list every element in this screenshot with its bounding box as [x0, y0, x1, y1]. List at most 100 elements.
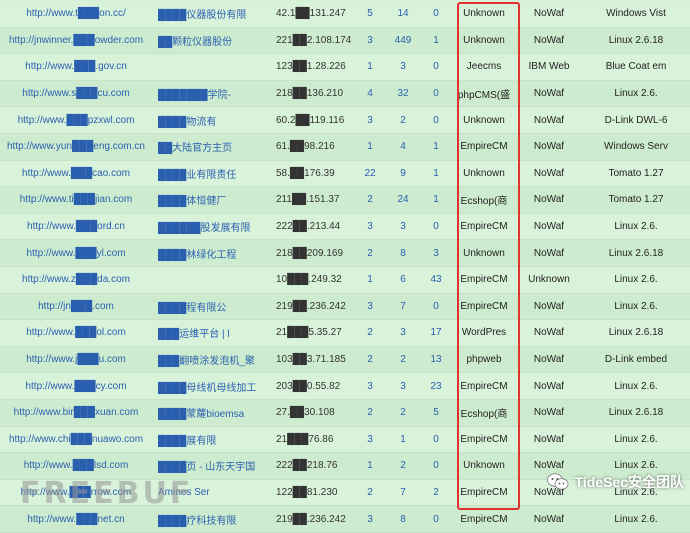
row-url-link[interactable]: http://www.███cy.com [0, 372, 152, 400]
row-url-link[interactable]: http://www.z███da.com [0, 266, 152, 294]
row-url-link[interactable]: http://www.chi███nuawo.com [0, 426, 152, 454]
row-count-1: 2 [354, 399, 386, 427]
row-url-link[interactable]: http://www.███lsd.com [0, 452, 152, 480]
row-url-link[interactable]: http://www.bir███xuan.com [0, 399, 152, 427]
row-count-3: 0 [420, 213, 452, 241]
row-url-link[interactable]: http://www.███rrow.com [0, 479, 152, 507]
row-waf: NoWaf [516, 106, 582, 134]
row-count-1: 3 [354, 106, 386, 134]
row-ip-address: 222██218.76 [272, 452, 354, 480]
row-waf: NoWaf [516, 426, 582, 454]
row-waf: NoWaf [516, 346, 582, 374]
row-os: Linux 2.6. [582, 213, 690, 241]
row-waf: NoWaf [516, 133, 582, 161]
row-os: Linux 2.6.18 [582, 319, 690, 347]
row-count-3: 0 [420, 293, 452, 321]
row-url-link[interactable]: http://jn███.com [0, 293, 152, 321]
row-url-link[interactable]: http://jnwinner.███owder.com [0, 27, 152, 55]
row-site-name [152, 266, 272, 294]
row-ip-address: 61.██98.216 [272, 133, 354, 161]
wechat-icon [546, 472, 569, 492]
row-cms: EmpireCM [452, 133, 516, 161]
row-site-name: ████体恒健厂 [152, 186, 272, 214]
row-url-link[interactable]: http://www.███.gov.cn [0, 53, 152, 81]
row-count-2: 3 [386, 213, 420, 241]
table-row: http://www.███yl.com ████林绿化工程 218██209.16… [0, 239, 690, 267]
row-count-1: 2 [354, 186, 386, 214]
row-cms: EmpireCM [452, 266, 516, 294]
table-row: http://www.bir███xuan.com ████蒙蘿bioemsa 27… [0, 399, 690, 427]
table-row: http://www.s███cu.com ███████学院- 218██136.… [0, 80, 690, 108]
row-os: Linux 2.6. [582, 426, 690, 454]
row-site-name [152, 53, 272, 81]
row-count-2: 24 [386, 186, 420, 214]
table-row: http://www.███cy.com ████母线机母线加工 203██0.55… [0, 372, 690, 400]
row-waf: NoWaf [516, 213, 582, 241]
row-url-link[interactable]: http://www.███ord.cn [0, 213, 152, 241]
row-count-3: 1 [420, 186, 452, 214]
row-cms: Unknown [452, 1, 516, 28]
row-count-1: 2 [354, 239, 386, 267]
row-ip-address: 42.1██131.247 [272, 1, 354, 28]
table-row: http://jnwinner.███owder.com ██颗粒仪器股份 221█… [0, 27, 690, 55]
row-ip-address: 27.██30.108 [272, 399, 354, 427]
row-ip-address: 21███76.86 [272, 426, 354, 454]
row-cms: phpweb [452, 346, 516, 374]
row-site-name: ██颗粒仪器股份 [152, 27, 272, 55]
row-waf: IBM Web [516, 53, 582, 81]
row-ip-address: 211██.151.37 [272, 186, 354, 214]
row-url-link[interactable]: http://www.j███u.com [0, 346, 152, 374]
row-cms: EmpireCM [452, 479, 516, 507]
row-waf: NoWaf [516, 186, 582, 214]
table-row: http://www.yun███eng.com.cn ██大陆官方主页 61.██… [0, 133, 690, 161]
row-os: Linux 2.6.18 [582, 239, 690, 267]
row-count-3: 1 [420, 133, 452, 161]
row-site-name: ████蒙蘿bioemsa [152, 399, 272, 427]
row-os: Linux 2.6. [582, 266, 690, 294]
row-ip-address: 218██136.210 [272, 80, 354, 108]
row-os: Tomato 1.27 [582, 160, 690, 188]
row-count-2: 1 [386, 426, 420, 454]
row-site-name: ██████股发展有限 [152, 213, 272, 241]
row-site-name: ████林绿化工程 [152, 239, 272, 267]
row-waf: NoWaf [516, 1, 582, 28]
row-url-link[interactable]: http://www.███yl.com [0, 239, 152, 267]
row-url-link[interactable]: http://www.███pzxwl.com [0, 106, 152, 134]
row-os: Linux 2.6.18 [582, 27, 690, 55]
row-ip-address: 221██2.108.174 [272, 27, 354, 55]
table-row: http://www.███pzxwl.com ████物流有 60.2██119.… [0, 106, 690, 134]
row-count-1: 3 [354, 213, 386, 241]
row-count-1: 4 [354, 80, 386, 108]
row-count-1: 1 [354, 133, 386, 161]
row-count-3: 0 [420, 80, 452, 108]
row-count-3: 0 [420, 53, 452, 81]
row-waf: NoWaf [516, 372, 582, 400]
row-count-3: 2 [420, 479, 452, 507]
row-count-3: 1 [420, 27, 452, 55]
row-cms: phpCMS(盛 [452, 80, 516, 108]
row-count-1: 2 [354, 479, 386, 507]
row-os: Linux 2.6. [582, 479, 690, 507]
row-count-2: 8 [386, 239, 420, 267]
row-ip-address: 219██.236.242 [272, 505, 354, 533]
row-url-link[interactable]: http://www.s███cu.com [0, 80, 152, 108]
row-count-1: 5 [354, 1, 386, 28]
row-count-1: 1 [354, 266, 386, 294]
row-waf: NoWaf [516, 239, 582, 267]
watermark-brand: TideSec安全团队 [546, 472, 684, 492]
row-ip-address: 60.2██119.116 [272, 106, 354, 134]
row-cms: Jeecms [452, 53, 516, 81]
row-count-2: 8 [386, 505, 420, 533]
row-cms: EmpireCM [452, 505, 516, 533]
row-waf: NoWaf [516, 160, 582, 188]
row-url-link[interactable]: http://www.yun███eng.com.cn [0, 133, 152, 161]
row-url-link[interactable]: http://www.███cao.com [0, 160, 152, 188]
row-os: Windows Serv [582, 133, 690, 161]
row-count-2: 4 [386, 133, 420, 161]
row-url-link[interactable]: http://www.ti███jian.com [0, 186, 152, 214]
row-url-link[interactable]: http://www.t███on.cc/ [0, 1, 152, 28]
row-count-1: 3 [354, 426, 386, 454]
row-count-2: 9 [386, 160, 420, 188]
row-url-link[interactable]: http://www.███ol.com [0, 319, 152, 347]
